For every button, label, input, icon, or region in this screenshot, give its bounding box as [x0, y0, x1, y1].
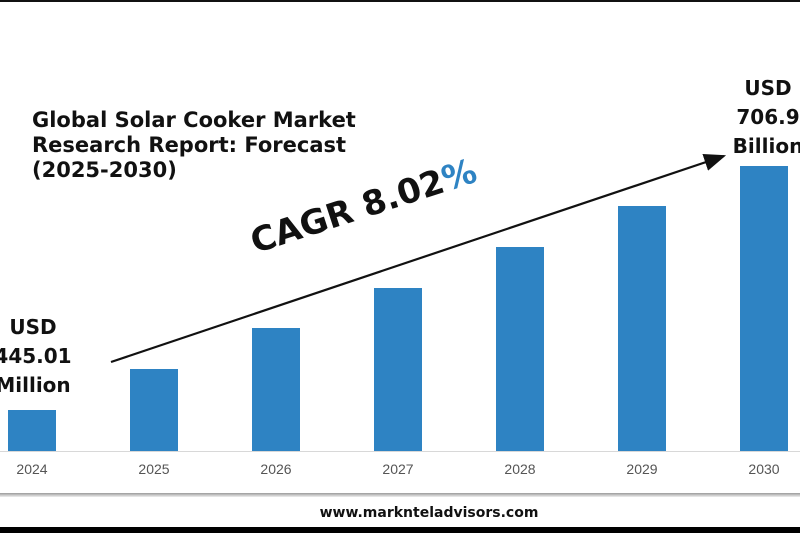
- bar-2028: [496, 247, 544, 451]
- footer-divider: [0, 493, 800, 497]
- title-line-3: (2025-2030): [32, 158, 177, 182]
- callout-currency: USD: [9, 315, 57, 339]
- x-tick-2025: 2025: [138, 461, 170, 477]
- bar-2026: [252, 328, 300, 451]
- title-line-1: Global Solar Cooker Market: [32, 108, 356, 132]
- top-border: [0, 0, 800, 2]
- title-line-2: Research Report: Forecast: [32, 133, 347, 157]
- callout-value: 445.01: [0, 344, 72, 368]
- bar-2029: [618, 206, 666, 451]
- chart-title: Global Solar Cooker Market Research Repo…: [32, 108, 392, 183]
- bar-2024: [8, 410, 56, 451]
- x-axis-line: [0, 451, 800, 452]
- bar-2030: [740, 166, 788, 451]
- x-tick-2027: 2027: [382, 461, 414, 477]
- x-tick-2028: 2028: [504, 461, 536, 477]
- end-value-callout: USD 706.9 Billion: [713, 74, 800, 161]
- source-website: www.marknteladvisors.com: [319, 505, 539, 521]
- x-tick-2029: 2029: [626, 461, 658, 477]
- callout-unit: Billion: [732, 134, 800, 158]
- bar-2025: [130, 369, 178, 451]
- callout-unit: Million: [0, 373, 71, 397]
- bar-2027: [374, 288, 422, 451]
- bottom-border: [0, 527, 800, 533]
- start-value-callout: USD 445.01 Million: [0, 313, 88, 400]
- callout-currency: USD: [744, 76, 792, 100]
- x-tick-2026: 2026: [260, 461, 292, 477]
- x-tick-2024: 2024: [16, 461, 48, 477]
- x-tick-2030: 2030: [748, 461, 780, 477]
- callout-value: 706.9: [736, 105, 800, 129]
